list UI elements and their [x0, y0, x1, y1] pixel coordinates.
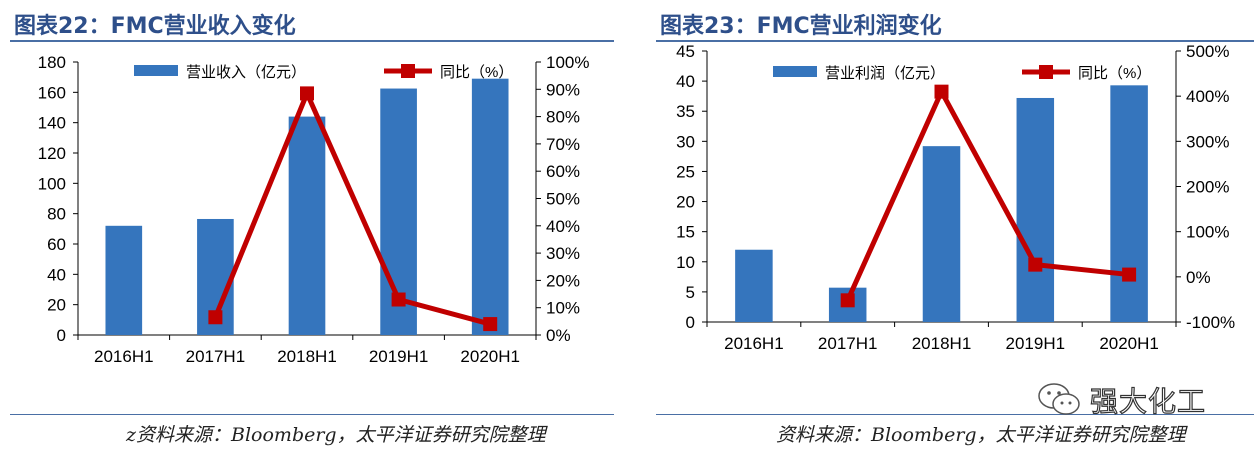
y-left-tick-label: 0: [686, 313, 695, 332]
series-line: [213, 90, 491, 327]
title-rule: [656, 40, 1254, 42]
y-right-tick-label: 10%: [546, 299, 580, 318]
y-right-tick-label: 0%: [1186, 268, 1211, 287]
source-note: z资料来源：Bloomberg，太平洋证券研究院整理: [126, 424, 546, 446]
chart-title: 图表23：FMC营业利润变化: [660, 14, 942, 39]
x-tick-label: 2016H1: [94, 347, 154, 366]
watermark: 强大化工: [1032, 378, 1242, 419]
chart-panel-profit: 图表23：FMC营业利润变化 0 5 10 15 20 25 30 35 40 45 -100% 0%…: [646, 0, 1258, 451]
chart-title: 图表22：FMC营业收入变化: [14, 14, 296, 39]
profit-chart: 0 5 10 15 20 25 30 35 40 45 -100% 0% 100% 200% 300% 400…: [676, 42, 1235, 353]
y-left-tick-label: 30: [676, 132, 695, 151]
x-tick-label: 2018H1: [277, 347, 337, 366]
y-right-tick-label: 30%: [546, 244, 580, 263]
y-right-tick-label: 100%: [1186, 223, 1229, 242]
chart-panel-revenue: 图表22：FMC营业收入变化 0 20 40 60 80 100 120 140 160 180 0…: [0, 0, 622, 451]
y-right-tick-label: 300%: [1186, 132, 1229, 151]
bar: [1110, 85, 1148, 323]
bar: [1016, 97, 1055, 323]
y-left-tick-label: 5: [686, 283, 695, 302]
line-marker: [300, 86, 314, 101]
line-marker: [391, 292, 406, 307]
revenue-chart: 0 20 40 60 80 100 120 140 160 180 0% 10% 20% 30% 40% 50…: [38, 53, 590, 366]
line-marker: [483, 317, 498, 332]
y-left-tick-label: 45: [676, 42, 695, 61]
watermark-text: 强大化工: [1089, 384, 1207, 418]
bottom-rule: [656, 414, 1254, 415]
x-tick-label: 2019H1: [1006, 334, 1066, 353]
x-tick-label: 2020H1: [1099, 334, 1159, 353]
y-left-tick-label: 40: [47, 265, 66, 284]
x-tick-label: 2017H1: [186, 347, 246, 366]
legend-line-marker: [1039, 65, 1053, 79]
legend-bar-swatch: [134, 65, 178, 76]
y-left-tick-label: 180: [38, 53, 66, 72]
y-left-tick-label: 15: [676, 223, 695, 242]
line-marker: [208, 310, 223, 325]
bar: [471, 78, 509, 335]
x-tick-label: 2020H1: [460, 347, 520, 366]
legend-line-label: 同比（%）: [1078, 65, 1151, 82]
y-left-tick-label: 25: [676, 162, 695, 181]
title-rule: [10, 40, 614, 42]
series-line: [845, 89, 1130, 302]
y-left-tick-label: 40: [676, 72, 695, 91]
legend-line-marker: [401, 64, 415, 78]
y-right-tick-label: 90%: [546, 80, 580, 99]
y-left-tick-label: 60: [47, 235, 66, 254]
wechat-icon: [1038, 383, 1080, 415]
x-tick-label: 2017H1: [818, 334, 878, 353]
bar: [735, 249, 773, 322]
legend-bar-label: 营业收入（亿元）: [186, 64, 306, 81]
y-left-tick-label: 140: [38, 114, 66, 133]
line-marker: [1122, 267, 1137, 282]
x-tick-label: 2019H1: [369, 347, 429, 366]
bar: [922, 146, 961, 322]
line-marker: [1028, 257, 1043, 272]
y-right-tick-label: 200%: [1186, 178, 1229, 197]
line-marker: [934, 84, 949, 99]
y-left-tick-label: 10: [676, 253, 695, 272]
y-right-tick-label: 40%: [546, 217, 580, 236]
y-right-tick-label: 60%: [546, 162, 580, 181]
y-left-tick-label: 120: [38, 144, 66, 163]
y-right-tick-label: 50%: [546, 190, 580, 209]
y-left-tick-label: 80: [47, 205, 66, 224]
y-left-tick-label: 0: [57, 326, 66, 345]
y-right-tick-label: 20%: [546, 271, 580, 290]
bottom-rule: [10, 414, 614, 415]
legend-bar-swatch: [773, 66, 817, 77]
legend-bar-label: 营业利润（亿元）: [825, 65, 945, 82]
line-marker: [840, 293, 855, 308]
x-tick-label: 2018H1: [912, 334, 972, 353]
y-right-tick-label: 0%: [546, 326, 571, 345]
legend-line-label: 同比（%）: [440, 64, 513, 81]
y-left-tick-label: 35: [676, 102, 695, 121]
y-left-tick-label: 100: [38, 174, 66, 193]
y-right-tick-label: -100%: [1186, 313, 1235, 332]
y-left-tick-label: 20: [676, 193, 695, 212]
y-right-tick-label: 70%: [546, 135, 580, 154]
y-right-tick-label: 80%: [546, 108, 580, 127]
x-tick-label: 2016H1: [724, 334, 784, 353]
source-note: 资料来源：Bloomberg，太平洋证券研究院整理: [776, 424, 1186, 446]
y-right-tick-label: 400%: [1186, 87, 1229, 106]
y-right-tick-label: 100%: [546, 53, 589, 72]
y-right-tick-label: 500%: [1186, 42, 1229, 61]
bar: [105, 225, 143, 335]
y-left-tick-label: 20: [47, 296, 66, 315]
bar: [288, 116, 326, 335]
y-left-tick-label: 160: [38, 83, 66, 102]
